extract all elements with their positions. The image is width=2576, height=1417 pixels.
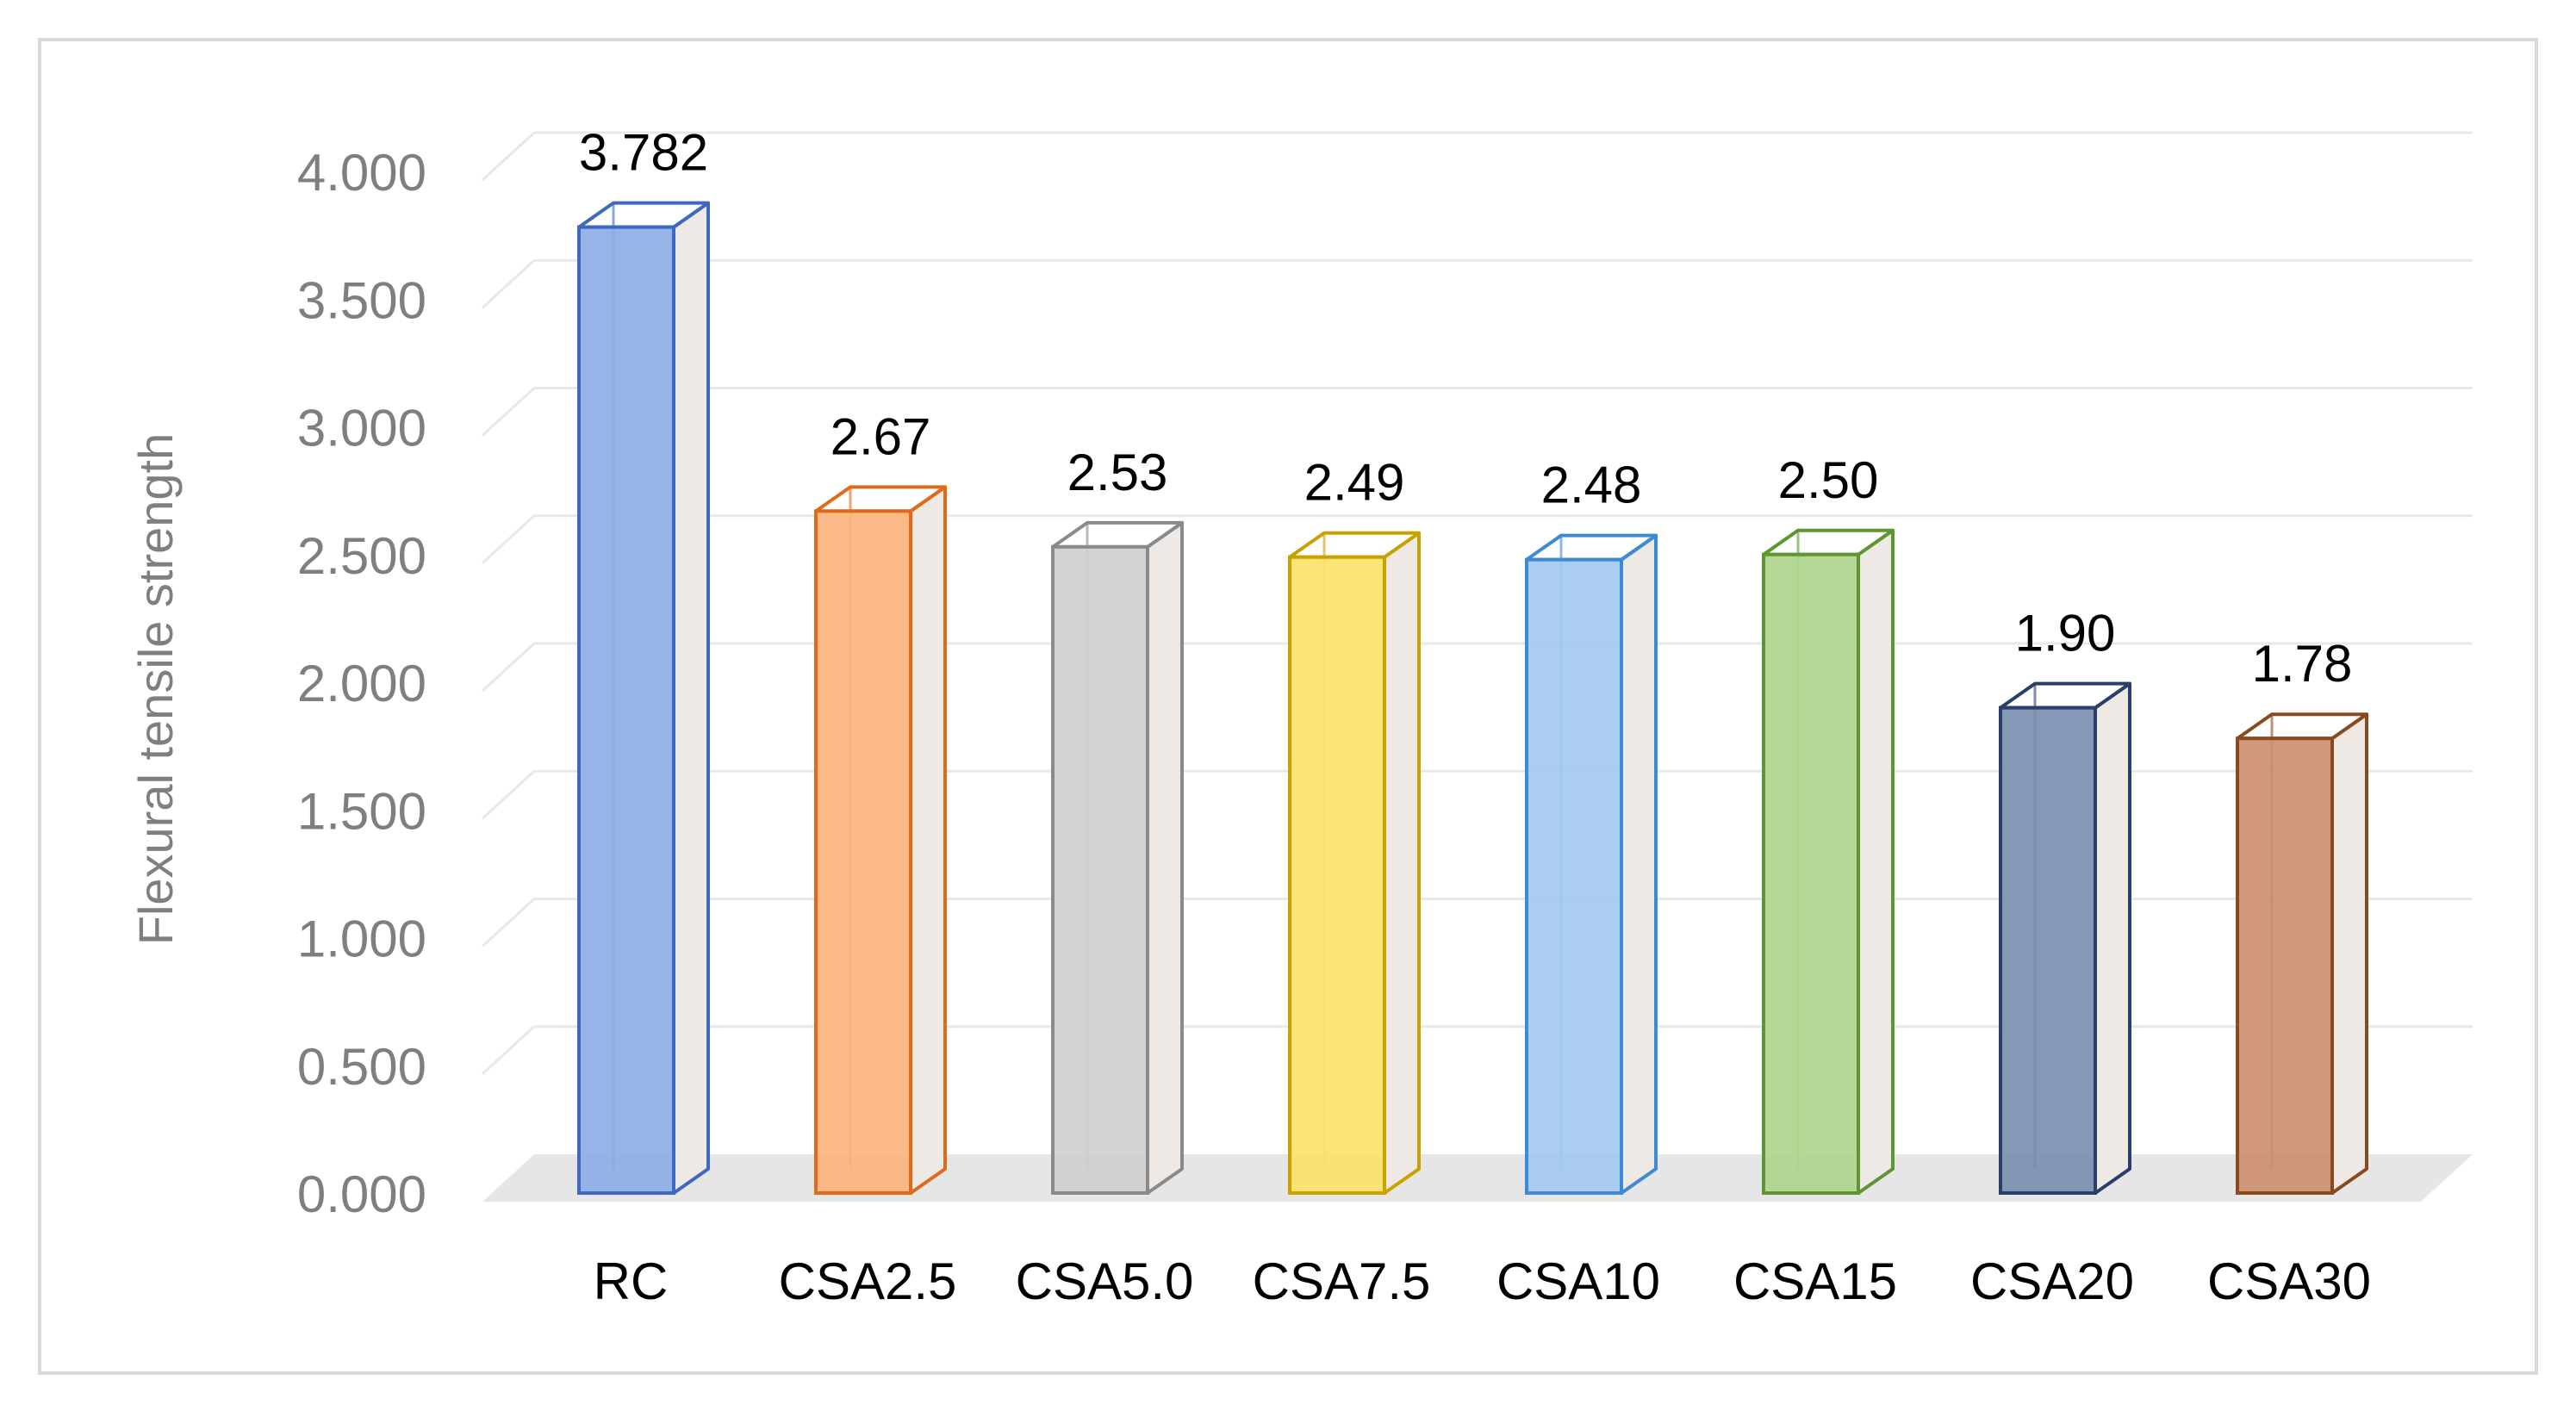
gridlines (481, 131, 2473, 1075)
gridline-diagonal (481, 387, 536, 437)
data-label: 2.53 (1067, 444, 1168, 501)
gridline-diagonal (481, 131, 536, 182)
bar-front-face (814, 509, 912, 1195)
gridline-diagonal (481, 770, 536, 820)
bar-rc (577, 201, 710, 1196)
bar-csa20 (1999, 681, 2131, 1195)
x-tick-label: CSA2.5 (779, 1252, 957, 1310)
bar-front-face (1051, 544, 1149, 1195)
bar-front-face (1288, 555, 1386, 1195)
bar-side-face (2094, 681, 2131, 1195)
gridline-diagonal (481, 642, 536, 693)
bar-front-face (1999, 705, 2097, 1195)
x-tick-label: CSA30 (2207, 1252, 2371, 1310)
bar-front-face (2236, 736, 2334, 1195)
y-tick-label: 0.500 (297, 1038, 426, 1096)
bar-front-face (1762, 552, 1860, 1195)
y-tick-label: 4.000 (297, 144, 426, 202)
x-tick-label: CSA10 (1496, 1252, 1660, 1310)
data-label: 2.67 (831, 407, 931, 465)
bar-csa7-5 (1288, 531, 1421, 1195)
data-label: 2.50 (1778, 451, 1879, 509)
x-tick-label: RC (594, 1252, 669, 1310)
bar-side-face (1620, 533, 1658, 1195)
y-tick-label: 3.000 (297, 400, 426, 457)
bar-csa5-0 (1051, 520, 1184, 1195)
floor-plane (482, 1154, 2473, 1202)
y-tick-label: 2.500 (297, 527, 426, 585)
gridline-diagonal (481, 1025, 536, 1075)
bar-side-face (1857, 528, 1895, 1195)
bar-side-face (1146, 520, 1184, 1195)
bar-side-face (909, 485, 947, 1195)
y-tick-label: 0.000 (297, 1165, 426, 1223)
x-tick-label: CSA5.0 (1016, 1252, 1194, 1310)
data-label: 1.90 (2015, 605, 2116, 662)
bar-csa2-5 (814, 485, 947, 1195)
data-label: 1.78 (2252, 635, 2353, 693)
y-tick-label: 1.000 (297, 910, 426, 968)
x-tick-label: CSA20 (1970, 1252, 2134, 1310)
bar-front-face (577, 225, 675, 1196)
gridline-diagonal (481, 259, 536, 309)
data-labels: 3.782 2.67 2.53 2.49 2.48 2.50 1.90 1.78 (579, 124, 2352, 693)
bar-side-face (2330, 712, 2368, 1195)
y-tick-label: 2.000 (297, 655, 426, 712)
y-axis-ticks: 0.000 0.500 1.000 1.500 2.000 2.500 3.000 3.500… (297, 144, 426, 1223)
y-tick-label: 1.500 (297, 782, 426, 840)
x-tick-label: CSA7.5 (1253, 1252, 1431, 1310)
data-label: 2.48 (1541, 457, 1642, 514)
bar-csa10 (1525, 533, 1658, 1195)
bar-csa30 (2236, 712, 2368, 1195)
x-tick-label: CSA15 (1733, 1252, 1897, 1310)
chart-floor (482, 1154, 2473, 1202)
y-axis-title: Flexural tensile strength (128, 433, 183, 946)
gridline-diagonal (481, 898, 536, 948)
x-axis-ticks: RC CSA2.5 CSA5.0 CSA7.5 CSA10 CSA15 CSA20 CSA30 (594, 1252, 2371, 1310)
bar-side-face (1383, 531, 1421, 1195)
data-label: 2.49 (1304, 454, 1405, 512)
bars (577, 201, 2368, 1196)
gridline-diagonal (481, 514, 536, 564)
y-tick-label: 3.500 (297, 271, 426, 329)
bar-front-face (1525, 557, 1623, 1195)
bar-csa15 (1762, 528, 1895, 1195)
bar-side-face (672, 201, 710, 1195)
data-label: 3.782 (579, 124, 708, 182)
